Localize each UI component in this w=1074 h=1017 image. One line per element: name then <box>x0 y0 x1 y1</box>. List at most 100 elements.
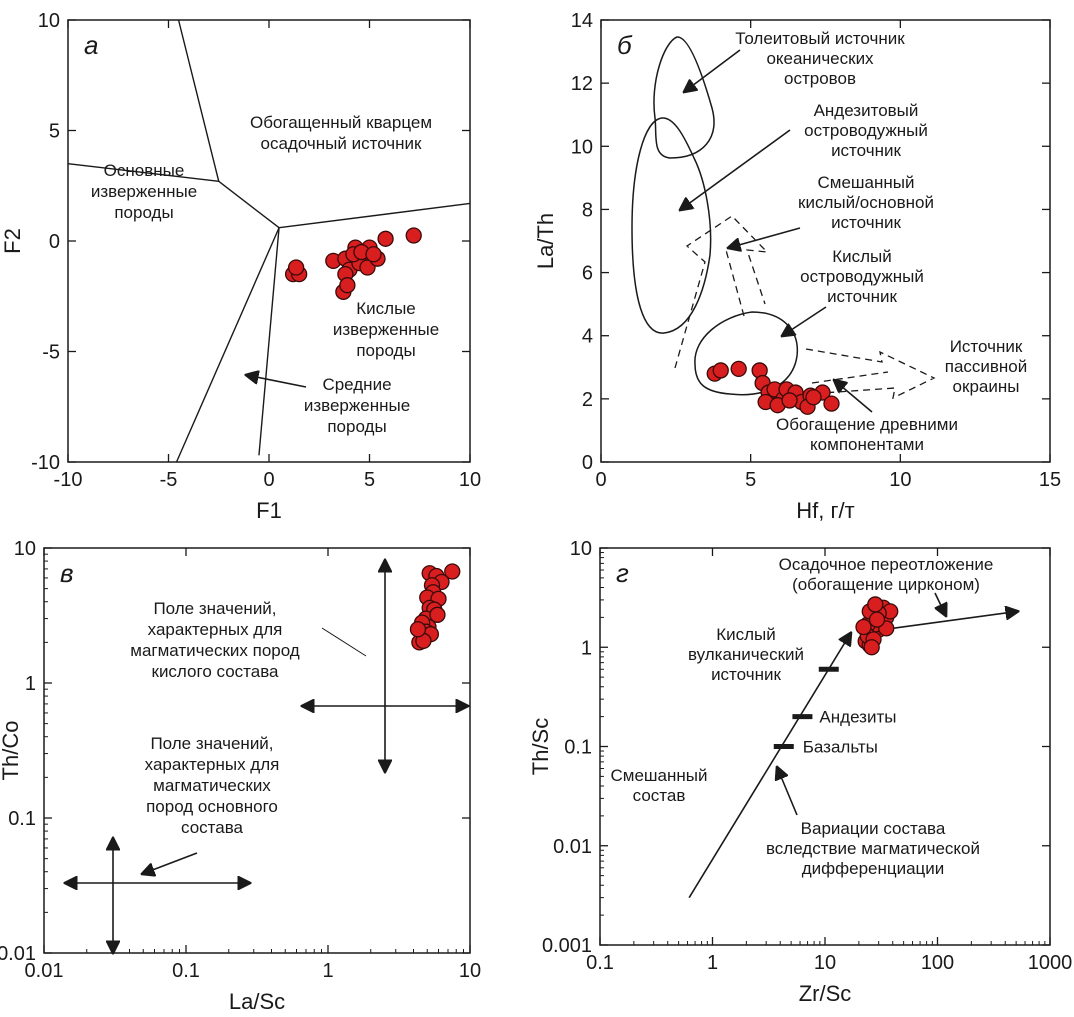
y-tick-label: 0.1 <box>8 808 36 830</box>
y-tick-label: -5 <box>42 342 60 364</box>
x-tick-label: 10 <box>459 469 481 491</box>
label-andesite-line-1: Андезитовый <box>814 101 919 120</box>
label-ancient-components-line-1: Обогащение древними <box>776 415 958 434</box>
arrow-mixed-source <box>674 215 769 369</box>
y-tick-label: 10 <box>570 538 592 560</box>
label-mixed-line-1: Смешанный <box>817 173 914 192</box>
field-andesite <box>631 117 712 334</box>
arrow-differentiation-label <box>777 767 798 816</box>
y-tick-label: 10 <box>571 136 593 158</box>
x-tick-label: 0 <box>595 469 606 491</box>
label-basic-field-line-3: магматических <box>153 776 271 795</box>
data-point <box>712 362 729 379</box>
label-basic-field-line-5: состава <box>181 818 244 837</box>
label-acid-igneous-line-3: породы <box>356 341 415 360</box>
label-intermediate-igneous-line-1: Средние <box>322 375 391 394</box>
label-differentiation-line-1: Вариации состава <box>801 819 946 838</box>
data-point <box>730 360 747 378</box>
y-tick-label: 0 <box>49 231 60 253</box>
x-axis-label: La/Sc <box>229 989 285 1012</box>
arrow-andesite <box>680 129 791 210</box>
x-axis-label: Zr/Sc <box>799 981 852 1006</box>
label-tholeiite-line-3: островов <box>784 69 856 88</box>
y-tick-label: 0 <box>582 452 593 474</box>
label-passive-margin-line-3: окраины <box>953 377 1020 396</box>
data-point <box>409 621 427 638</box>
label-felsic-arc-line-2: островодужный <box>800 267 924 286</box>
label-passive-margin-line-1: Источник <box>950 337 1023 356</box>
arrow-zircon-label <box>935 592 946 616</box>
arrow-passive-margin <box>805 348 936 400</box>
data-point <box>429 606 446 623</box>
x-tick-label: 10 <box>459 960 481 982</box>
label-andesite-line-2: островодужный <box>804 121 928 140</box>
y-tick-label: 2 <box>582 389 593 411</box>
label-basic-igneous-line-2: изверженные <box>91 182 197 201</box>
label-basic-field-line-4: пород основного <box>146 797 278 816</box>
plot-frame <box>600 19 1051 463</box>
label-felsic-field-line-3: магматических пород <box>130 641 300 660</box>
label-zircon-recycling-line-1: Осадочное переотложение <box>779 555 994 574</box>
field-tholeiite <box>653 36 715 159</box>
label-felsic-volcanic-line-3: источник <box>711 665 781 684</box>
label-mixed-line-3: источник <box>831 213 901 232</box>
label-zircon-recycling-line-2: (обогащение цирконом) <box>792 575 980 594</box>
label-andesites: Андезиты <box>819 708 896 727</box>
label-felsic-arc-line-1: Кислый <box>832 247 892 266</box>
x-tick-label: 0.01 <box>25 960 64 982</box>
y-tick-label: -10 <box>31 452 60 474</box>
panel-b: 0 5 10 15 0 2 4 6 8 10 12 14 Hf, г/т La/Th б Толеитовый… <box>533 10 1061 523</box>
x-tick-label: 10 <box>814 952 836 974</box>
data-point <box>339 277 356 294</box>
label-andesite-line-3: источник <box>831 141 901 160</box>
label-basic-igneous-line-1: Основные <box>104 161 185 180</box>
x-tick-label: 1 <box>322 960 333 982</box>
panel-label: а <box>84 30 98 60</box>
y-axis-label: Th/Co <box>0 721 23 781</box>
data-point <box>805 389 822 406</box>
y-tick-label: 10 <box>38 10 60 32</box>
label-felsic-arc-line-3: источник <box>827 287 897 306</box>
y-tick-label: 6 <box>582 263 593 285</box>
y-axis-label: Th/Sc <box>528 718 553 775</box>
arrow-basic-field <box>142 852 198 874</box>
y-tick-label: 8 <box>582 199 593 221</box>
panel-label: г <box>616 558 629 588</box>
y-axis-label: La/Th <box>533 213 558 269</box>
label-intermediate-igneous-line-2: изверженные <box>304 396 410 415</box>
label-mixed-composition-line-1: Смешанный <box>610 766 707 785</box>
panel-v: 0.01 0.1 1 10 0.01 0.1 1 10 La/Sc Th/Co в Поле знач… <box>0 538 481 1014</box>
y-tick-label: 0.001 <box>542 935 592 957</box>
label-tholeiite-line-1: Толеитовый источник <box>735 29 905 48</box>
discriminant-boundary <box>278 202 471 229</box>
data-point <box>868 611 886 628</box>
label-basalts: Базальты <box>803 738 878 757</box>
data-point <box>823 395 840 412</box>
y-tick-label: 0.01 <box>553 836 592 858</box>
x-tick-label: 5 <box>745 469 756 491</box>
label-mixed-composition-line-2: состав <box>633 786 686 805</box>
x-tick-label: 1 <box>707 952 718 974</box>
arrow-zircon-enrichment <box>881 611 1018 631</box>
arrow-tholeiite <box>684 49 741 92</box>
y-tick-label: 5 <box>49 121 60 143</box>
label-differentiation-line-2: вследствие магматической <box>766 839 980 858</box>
discriminant-boundary <box>67 162 219 183</box>
label-felsic-field-line-2: характерных для <box>148 620 283 639</box>
x-tick-label: 100 <box>921 952 954 974</box>
label-felsic-field-line-1: Поле значений, <box>153 599 276 618</box>
panel-a: -10 -5 0 5 10 -10 -5 0 5 10 F1 F2 а Обогащенный кварц… <box>0 10 481 523</box>
x-tick-label: 1000 <box>1028 952 1073 974</box>
data-point <box>781 392 798 409</box>
y-tick-label: 14 <box>571 10 593 32</box>
label-tholeiite-line-2: океанических <box>766 49 874 68</box>
data-point <box>405 227 422 244</box>
discriminant-boundary <box>177 19 220 182</box>
y-tick-label: 1 <box>581 637 592 659</box>
x-tick-label: -5 <box>160 469 178 491</box>
panel-g: 0.1 1 10 100 1000 0.001 0.01 0.1 1 10 Zr/Sc Th/Sc г А… <box>528 538 1072 1006</box>
y-tick-label: 4 <box>582 326 593 348</box>
x-tick-label: 10 <box>889 469 911 491</box>
